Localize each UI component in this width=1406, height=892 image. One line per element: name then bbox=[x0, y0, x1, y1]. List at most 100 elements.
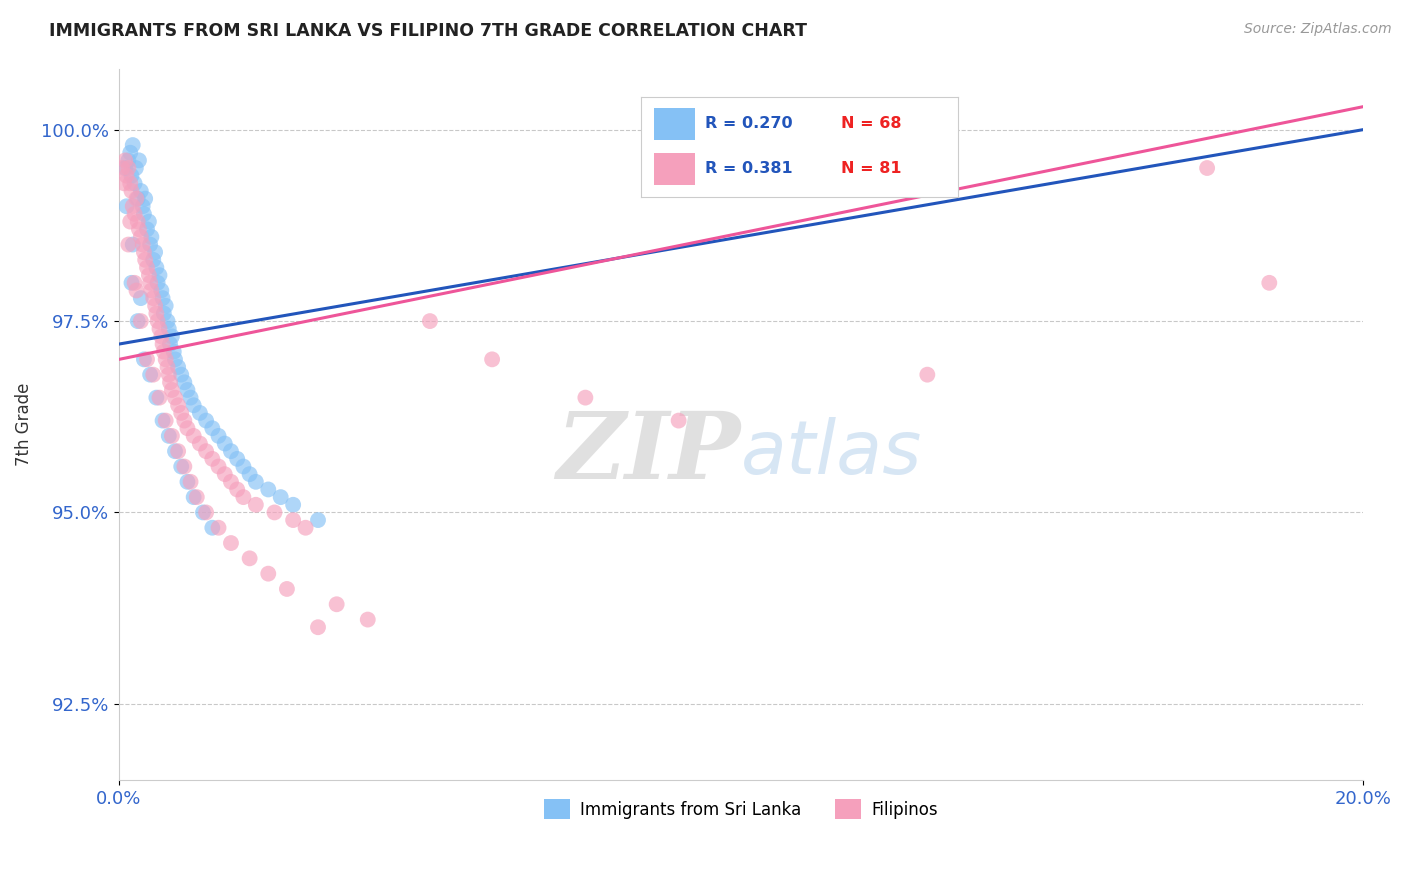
Point bbox=[121, 276, 143, 290]
Point bbox=[157, 368, 180, 382]
Point bbox=[207, 521, 229, 535]
Point bbox=[129, 230, 152, 244]
Point bbox=[195, 444, 218, 458]
Point bbox=[160, 429, 183, 443]
Point bbox=[239, 551, 262, 566]
Point bbox=[120, 145, 142, 160]
Point bbox=[136, 260, 159, 275]
Point bbox=[257, 483, 280, 497]
Point bbox=[176, 475, 198, 489]
Point bbox=[170, 406, 193, 420]
Point bbox=[111, 161, 134, 175]
Point bbox=[125, 161, 148, 175]
Point bbox=[167, 398, 190, 412]
Point bbox=[142, 252, 165, 267]
Point bbox=[917, 368, 939, 382]
Point bbox=[159, 337, 181, 351]
Point bbox=[114, 153, 136, 168]
Point bbox=[129, 184, 152, 198]
Point bbox=[138, 214, 160, 228]
Point bbox=[325, 597, 347, 611]
Point bbox=[138, 268, 160, 282]
Text: atlas: atlas bbox=[741, 417, 922, 489]
Point bbox=[156, 359, 179, 374]
Point bbox=[180, 475, 202, 489]
Point bbox=[143, 245, 166, 260]
Point bbox=[127, 214, 149, 228]
Point bbox=[307, 513, 329, 527]
Point bbox=[132, 245, 155, 260]
Point bbox=[574, 391, 596, 405]
Point bbox=[167, 444, 190, 458]
Point bbox=[143, 299, 166, 313]
Point bbox=[127, 192, 149, 206]
Point bbox=[183, 429, 205, 443]
Point bbox=[155, 414, 177, 428]
Point bbox=[201, 521, 224, 535]
Point bbox=[186, 490, 208, 504]
Point bbox=[155, 299, 177, 313]
Point bbox=[148, 322, 170, 336]
Point bbox=[121, 184, 143, 198]
Point bbox=[124, 276, 146, 290]
Point bbox=[148, 268, 170, 282]
Point bbox=[124, 177, 146, 191]
Point bbox=[142, 368, 165, 382]
Point bbox=[112, 177, 135, 191]
Point bbox=[160, 383, 183, 397]
Point bbox=[152, 414, 174, 428]
Text: Source: ZipAtlas.com: Source: ZipAtlas.com bbox=[1244, 22, 1392, 37]
Point bbox=[141, 230, 163, 244]
Point bbox=[139, 368, 162, 382]
Point bbox=[1197, 161, 1219, 175]
Point bbox=[141, 284, 163, 298]
Point bbox=[145, 306, 167, 320]
Point bbox=[153, 306, 176, 320]
Point bbox=[176, 421, 198, 435]
Point bbox=[121, 169, 143, 183]
Point bbox=[245, 498, 267, 512]
Point bbox=[183, 490, 205, 504]
Point bbox=[195, 414, 218, 428]
Point bbox=[159, 376, 181, 390]
Point bbox=[214, 467, 236, 482]
Point bbox=[128, 222, 150, 236]
Point bbox=[226, 483, 249, 497]
Point bbox=[131, 237, 153, 252]
Point bbox=[191, 505, 214, 519]
Point bbox=[156, 314, 179, 328]
Point bbox=[668, 414, 690, 428]
Point bbox=[1258, 276, 1281, 290]
Text: IMMIGRANTS FROM SRI LANKA VS FILIPINO 7TH GRADE CORRELATION CHART: IMMIGRANTS FROM SRI LANKA VS FILIPINO 7T… bbox=[49, 22, 807, 40]
Point bbox=[125, 192, 148, 206]
Point bbox=[219, 536, 242, 550]
Point bbox=[226, 451, 249, 466]
Point bbox=[117, 153, 139, 168]
Point bbox=[207, 429, 229, 443]
Point bbox=[136, 352, 159, 367]
Point bbox=[155, 352, 177, 367]
Point bbox=[263, 505, 285, 519]
Legend: Immigrants from Sri Lanka, Filipinos: Immigrants from Sri Lanka, Filipinos bbox=[537, 793, 945, 825]
Point bbox=[207, 459, 229, 474]
Point bbox=[201, 451, 224, 466]
Point bbox=[163, 352, 186, 367]
Y-axis label: 7th Grade: 7th Grade bbox=[15, 383, 32, 467]
Point bbox=[163, 444, 186, 458]
Point bbox=[121, 199, 143, 213]
Point bbox=[195, 505, 218, 519]
Point bbox=[157, 429, 180, 443]
Point bbox=[188, 436, 211, 450]
Point bbox=[125, 284, 148, 298]
Point bbox=[180, 391, 202, 405]
Point bbox=[276, 582, 298, 596]
Point bbox=[219, 444, 242, 458]
Point bbox=[132, 207, 155, 221]
Point bbox=[117, 161, 139, 175]
Point bbox=[163, 391, 186, 405]
Point bbox=[167, 359, 190, 374]
Point bbox=[152, 337, 174, 351]
Point bbox=[134, 192, 156, 206]
Point bbox=[170, 368, 193, 382]
Point bbox=[245, 475, 267, 489]
